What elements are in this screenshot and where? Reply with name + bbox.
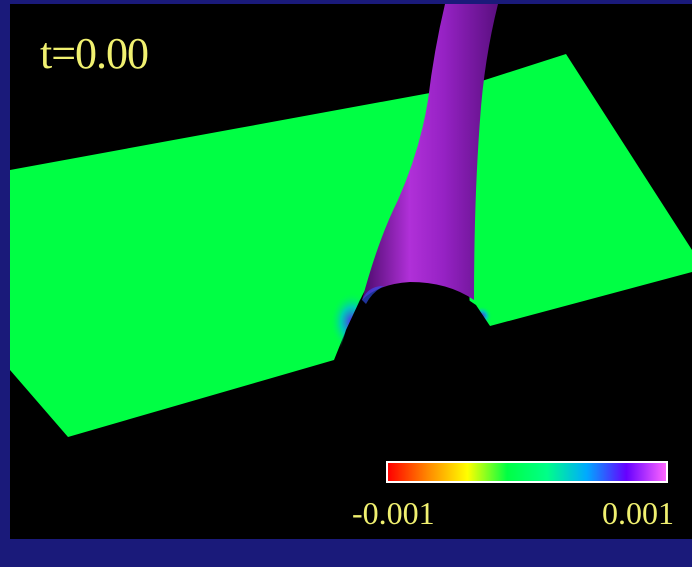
colorbar — [386, 461, 668, 483]
tube-hole — [334, 283, 490, 370]
surface-left — [10, 86, 468, 437]
surface-right — [460, 54, 692, 326]
frame-left — [0, 0, 10, 567]
colorbar-min-label: -0.001 — [352, 495, 435, 531]
frame-top — [0, 0, 692, 4]
frame-bottom — [0, 539, 692, 567]
colorbar-max-label: 0.001 — [602, 495, 674, 531]
tube-shadow-edge — [362, 286, 384, 304]
time-label: t=0.00 — [40, 29, 149, 78]
tube — [362, 4, 498, 300]
